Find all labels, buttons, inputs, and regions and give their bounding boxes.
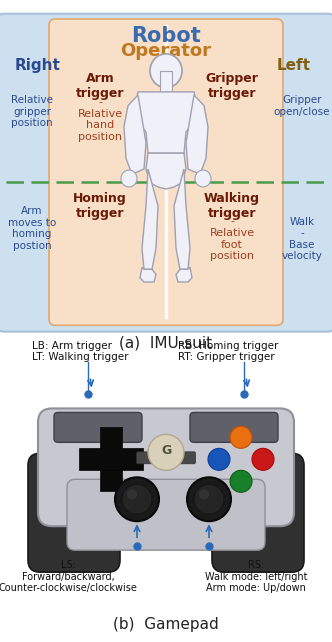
Bar xyxy=(100,448,122,471)
FancyBboxPatch shape xyxy=(49,19,283,325)
Circle shape xyxy=(252,448,274,471)
Circle shape xyxy=(121,170,137,187)
Text: -
Relative
foot
position: - Relative foot position xyxy=(209,216,255,261)
Text: Robot: Robot xyxy=(131,26,201,46)
Circle shape xyxy=(127,489,137,499)
Circle shape xyxy=(230,471,252,492)
Text: Gripper
open/close: Gripper open/close xyxy=(274,95,330,117)
Circle shape xyxy=(199,489,209,499)
FancyBboxPatch shape xyxy=(212,453,304,572)
Polygon shape xyxy=(140,267,156,282)
Polygon shape xyxy=(146,153,186,189)
FancyBboxPatch shape xyxy=(0,13,332,332)
Polygon shape xyxy=(142,169,158,270)
FancyBboxPatch shape xyxy=(175,452,196,464)
Circle shape xyxy=(148,435,184,471)
Circle shape xyxy=(187,477,231,521)
Text: RB: Homing trigger
RT: Gripper trigger: RB: Homing trigger RT: Gripper trigger xyxy=(178,340,278,362)
Text: (a)  IMU-suit: (a) IMU-suit xyxy=(120,336,212,351)
FancyBboxPatch shape xyxy=(136,452,157,464)
Circle shape xyxy=(195,170,211,187)
Text: Walk
-
Base
velocity: Walk - Base velocity xyxy=(282,216,322,261)
Text: Operator: Operator xyxy=(121,42,211,60)
Text: G: G xyxy=(161,444,171,457)
Text: RS:
Walk mode: left/right
Arm mode: Up/down: RS: Walk mode: left/right Arm mode: Up/d… xyxy=(205,560,307,593)
Bar xyxy=(100,428,122,491)
Text: Right: Right xyxy=(15,58,61,73)
Polygon shape xyxy=(134,92,198,153)
Text: Arm
trigger: Arm trigger xyxy=(76,72,124,100)
FancyBboxPatch shape xyxy=(190,412,278,442)
Circle shape xyxy=(115,477,159,521)
Text: LS:
Forward/backward,
Counter-clockwise/clockwise: LS: Forward/backward, Counter-clockwise/… xyxy=(0,560,137,593)
Circle shape xyxy=(194,484,224,514)
Polygon shape xyxy=(176,267,192,282)
Text: (b)  Gamepad: (b) Gamepad xyxy=(113,617,219,632)
Bar xyxy=(160,71,172,92)
Polygon shape xyxy=(186,95,208,174)
Text: Left: Left xyxy=(277,58,311,73)
Circle shape xyxy=(122,484,152,514)
Polygon shape xyxy=(174,169,190,270)
Circle shape xyxy=(208,448,230,471)
Circle shape xyxy=(230,426,252,448)
FancyBboxPatch shape xyxy=(54,412,142,442)
Circle shape xyxy=(150,54,182,88)
FancyBboxPatch shape xyxy=(67,480,265,550)
FancyBboxPatch shape xyxy=(28,453,120,572)
Polygon shape xyxy=(124,95,146,174)
Text: Gripper
trigger: Gripper trigger xyxy=(206,72,258,100)
Text: Relative
gripper
position: Relative gripper position xyxy=(11,95,53,128)
Text: Homing
trigger: Homing trigger xyxy=(73,192,127,220)
Text: LB: Arm trigger
LT: Walking trigger: LB: Arm trigger LT: Walking trigger xyxy=(32,340,128,362)
FancyBboxPatch shape xyxy=(38,408,294,526)
Text: Walking
trigger: Walking trigger xyxy=(204,192,260,220)
Text: -
Relative
hand
position: - Relative hand position xyxy=(77,97,123,142)
Bar xyxy=(79,448,143,471)
Text: Arm
moves to
homing
postion: Arm moves to homing postion xyxy=(8,206,56,251)
